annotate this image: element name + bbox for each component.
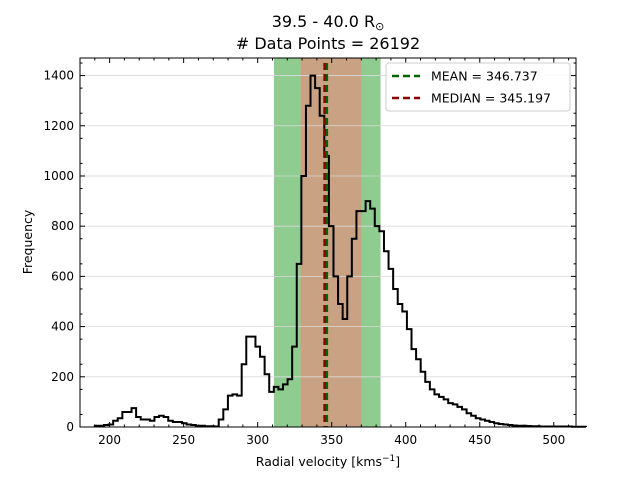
- x-tick-label-6: 500: [542, 433, 565, 447]
- y-tick-label-7: 1400: [43, 69, 74, 83]
- y-tick-label-0: 0: [66, 420, 74, 434]
- x-tick-label-0: 200: [98, 433, 121, 447]
- stat-lines: [323, 63, 329, 427]
- x-tick-label-2: 300: [246, 433, 269, 447]
- x-tick-label-3: 350: [320, 433, 343, 447]
- x-tick-label-4: 400: [394, 433, 417, 447]
- legend-box: [385, 62, 571, 112]
- y-axis-label: Frequency: [20, 209, 35, 274]
- chart-title: 39.5 - 40.0 R⊙ # Data Points = 26192: [236, 12, 420, 53]
- x-axis-label: Radial velocity [kms−1]: [256, 454, 400, 469]
- axis-ticks: 200 250 300 350 400 450 500 0 200 400 600 800 1000 12…: [43, 58, 576, 447]
- y-tick-label-5: 1000: [43, 169, 74, 183]
- plot-frame: [79, 57, 577, 428]
- y-tick-label-4: 800: [51, 219, 74, 233]
- chart-title-subscript: ⊙: [375, 20, 384, 33]
- x-tick-label-1: 250: [172, 433, 195, 447]
- histogram-step-line: [93, 74, 587, 428]
- y-tick-label-1: 200: [51, 370, 74, 384]
- y-tick-label-6: 1200: [43, 119, 74, 133]
- legend-mean-label: MEAN = 346.737: [431, 69, 538, 84]
- y-tick-label-3: 600: [51, 269, 74, 283]
- chart-title-line-1: 39.5 - 40.0 R⊙: [272, 12, 385, 33]
- chart-title-line-2: # Data Points = 26192: [236, 34, 420, 53]
- legend: MEAN = 346.737 MEDIAN = 345.197: [385, 62, 571, 112]
- x-tick-label-5: 450: [468, 433, 491, 447]
- y-tick-label-2: 400: [51, 320, 74, 334]
- legend-median-label: MEDIAN = 345.197: [431, 91, 551, 106]
